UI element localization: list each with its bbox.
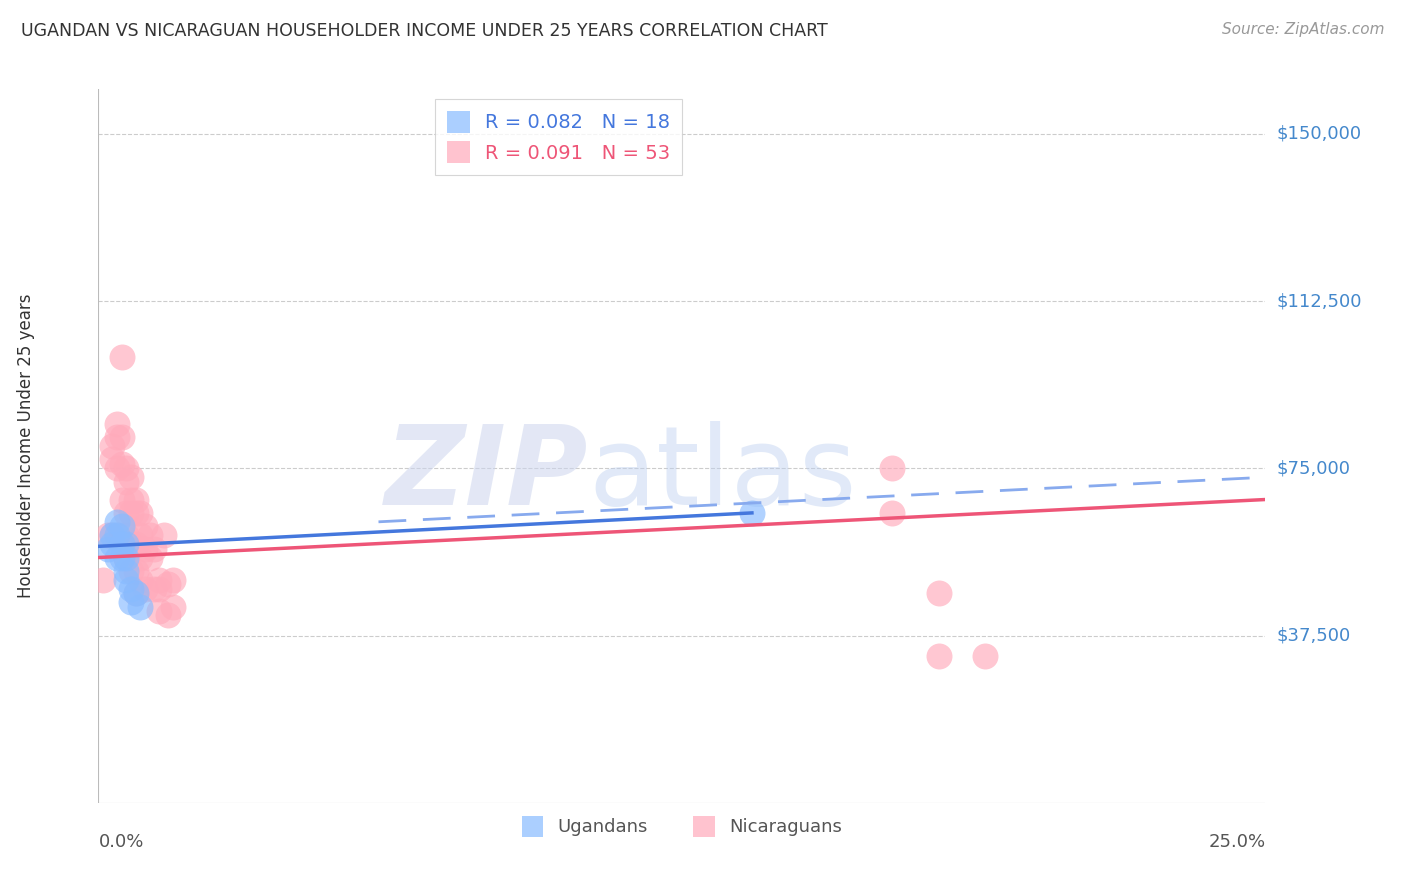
- Text: $75,000: $75,000: [1277, 459, 1351, 477]
- Point: [125, 537, 148, 551]
- Point: [101, 528, 124, 542]
- Point: [115, 461, 138, 475]
- Point: [134, 541, 156, 556]
- Point: [129, 599, 152, 614]
- Point: [111, 528, 134, 542]
- Point: [115, 528, 138, 542]
- Point: [157, 608, 180, 623]
- Point: [134, 519, 156, 533]
- Point: [105, 550, 128, 565]
- Point: [148, 582, 170, 596]
- Point: [115, 506, 138, 520]
- Point: [125, 564, 148, 578]
- Point: [125, 506, 148, 520]
- Point: [120, 582, 142, 596]
- Text: $37,500: $37,500: [1277, 626, 1351, 645]
- Point: [111, 430, 134, 444]
- Point: [120, 470, 142, 484]
- Text: $150,000: $150,000: [1277, 125, 1361, 143]
- Point: [105, 515, 128, 529]
- Point: [105, 430, 128, 444]
- Point: [162, 599, 184, 614]
- Point: [148, 604, 170, 618]
- Point: [157, 577, 180, 591]
- Point: [162, 573, 184, 587]
- Text: Householder Income Under 25 years: Householder Income Under 25 years: [17, 293, 35, 599]
- Point: [120, 564, 142, 578]
- Point: [91, 573, 114, 587]
- Text: Source: ZipAtlas.com: Source: ZipAtlas.com: [1222, 22, 1385, 37]
- Point: [129, 550, 152, 565]
- Point: [120, 492, 142, 507]
- Point: [111, 519, 134, 533]
- Point: [111, 350, 134, 364]
- Text: atlas: atlas: [589, 421, 858, 528]
- Point: [115, 475, 138, 489]
- Point: [120, 537, 142, 551]
- Point: [148, 573, 170, 587]
- Point: [880, 461, 903, 475]
- Point: [125, 492, 148, 507]
- Point: [101, 537, 124, 551]
- Point: [105, 528, 128, 542]
- Point: [139, 528, 162, 542]
- Point: [125, 586, 148, 600]
- Point: [125, 586, 148, 600]
- Point: [97, 528, 120, 542]
- Point: [111, 537, 134, 551]
- Point: [741, 506, 763, 520]
- Point: [105, 417, 128, 431]
- Point: [111, 550, 134, 565]
- Point: [105, 528, 128, 542]
- Point: [143, 582, 166, 596]
- Point: [120, 595, 142, 609]
- Point: [120, 506, 142, 520]
- Point: [105, 461, 128, 475]
- Point: [143, 541, 166, 556]
- Text: 0.0%: 0.0%: [98, 833, 143, 851]
- Point: [928, 586, 950, 600]
- Point: [974, 648, 997, 663]
- Text: ZIP: ZIP: [385, 421, 589, 528]
- Point: [139, 550, 162, 565]
- Point: [134, 582, 156, 596]
- Text: $112,500: $112,500: [1277, 292, 1362, 310]
- Point: [129, 506, 152, 520]
- Text: 25.0%: 25.0%: [1208, 833, 1265, 851]
- Point: [152, 528, 174, 542]
- Point: [101, 452, 124, 467]
- Point: [97, 541, 120, 556]
- Point: [928, 648, 950, 663]
- Point: [101, 439, 124, 453]
- Point: [129, 528, 152, 542]
- Point: [115, 564, 138, 578]
- Point: [115, 573, 138, 587]
- Point: [101, 528, 124, 542]
- Point: [129, 573, 152, 587]
- Point: [111, 457, 134, 471]
- Point: [115, 550, 138, 565]
- Point: [115, 537, 138, 551]
- Legend: Ugandans, Nicaraguans: Ugandans, Nicaraguans: [515, 808, 849, 844]
- Text: UGANDAN VS NICARAGUAN HOUSEHOLDER INCOME UNDER 25 YEARS CORRELATION CHART: UGANDAN VS NICARAGUAN HOUSEHOLDER INCOME…: [21, 22, 828, 40]
- Point: [111, 492, 134, 507]
- Point: [115, 550, 138, 565]
- Point: [880, 506, 903, 520]
